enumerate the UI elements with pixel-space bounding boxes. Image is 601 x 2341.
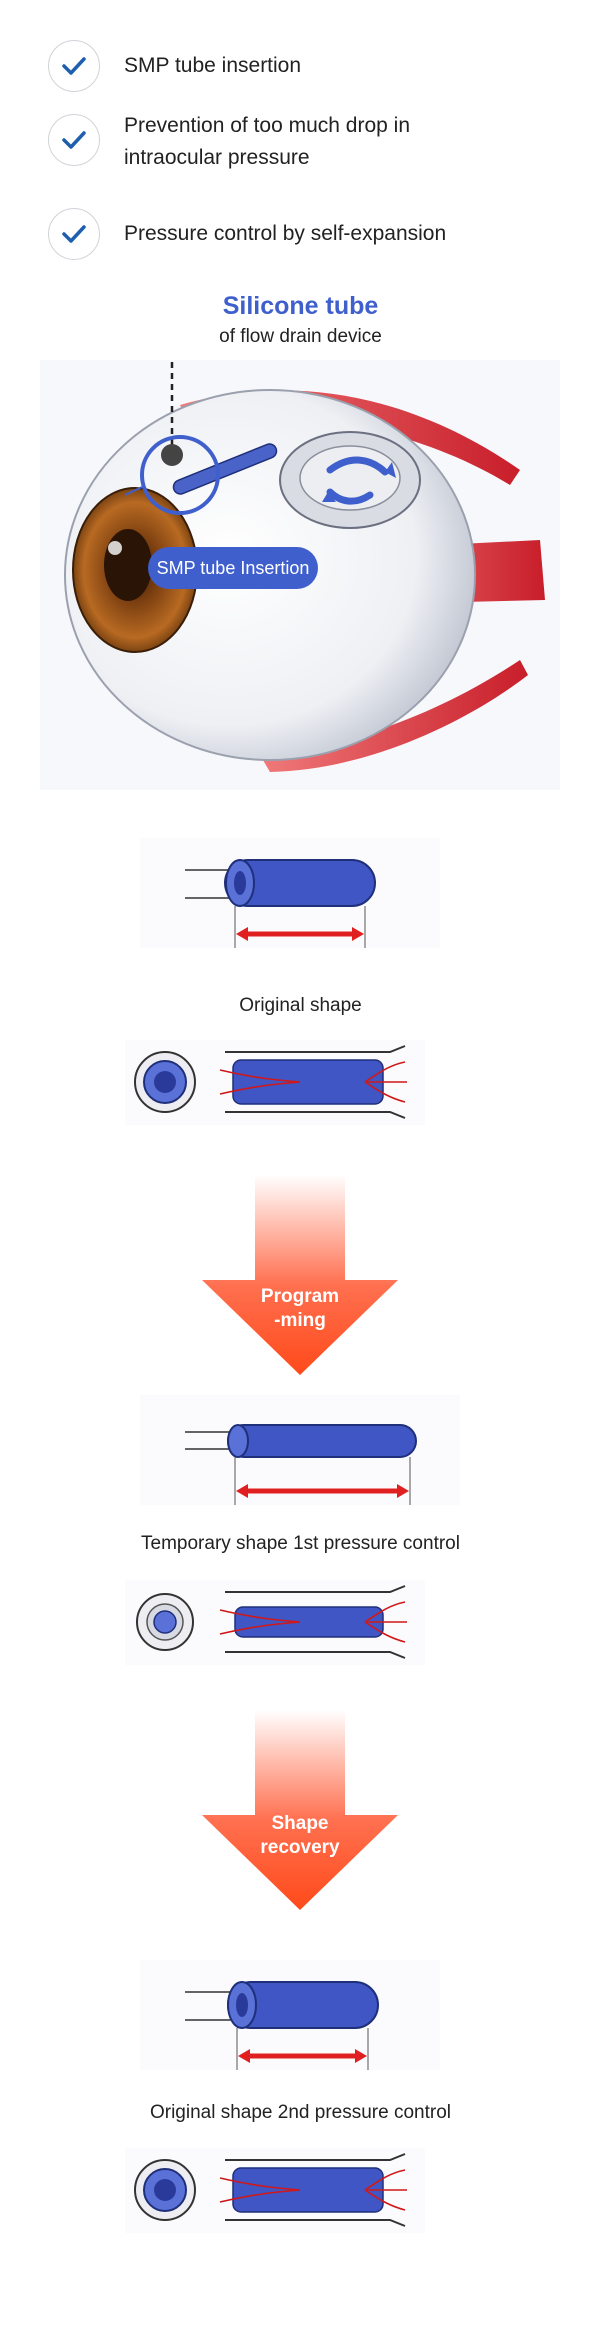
- drain-device: [279, 431, 421, 529]
- checklist-item: Pressure control by self-expansion: [48, 208, 588, 260]
- stage-original-cross-section: [125, 1040, 425, 1125]
- muscle-bottom: [260, 660, 528, 772]
- checklist-text: SMP tube insertion: [124, 54, 302, 77]
- programming-arrow: [200, 1175, 400, 1375]
- checklist-item: SMP tube insertion: [48, 40, 588, 92]
- checkmark-icon: [48, 40, 100, 92]
- stage-caption: Original shape 2nd pressure control: [149, 2102, 451, 2123]
- stage-temporary-tube: [140, 1395, 460, 1505]
- stage-temporary-cross-section: [125, 1580, 425, 1665]
- checklist-item: Prevention of too much drop in intraocul…: [48, 114, 588, 174]
- stage-caption: Original shape: [239, 995, 362, 1016]
- stage-recovered-cross-section: [125, 2148, 425, 2233]
- checklist-text: Pressure control by self-expansion: [124, 222, 447, 245]
- eye-title: Silicone tube: [222, 292, 379, 320]
- stage-recovered-tube: [140, 1960, 440, 2070]
- highlight-circle: [140, 435, 220, 515]
- checkmark-icon: [48, 114, 100, 166]
- checklist-text: Prevention of too much drop in intraocul…: [124, 114, 411, 169]
- badge-bg: [148, 547, 318, 589]
- stage-caption: Temporary shape 1st pressure control: [141, 1533, 460, 1554]
- shape-recovery-arrow: [200, 1710, 400, 1910]
- shape-recovery-label: Shape recovery: [260, 1813, 340, 1858]
- programming-label: Program -ming: [260, 1286, 340, 1331]
- checkmark-icon: [48, 208, 100, 260]
- stage-original-tube: [140, 838, 440, 948]
- silicone-tube: [172, 443, 278, 495]
- eye-subtitle: of flow drain device: [219, 326, 382, 347]
- eye-illustration: [40, 360, 560, 790]
- insertion-badge: SMP tube Insertion: [156, 558, 310, 578]
